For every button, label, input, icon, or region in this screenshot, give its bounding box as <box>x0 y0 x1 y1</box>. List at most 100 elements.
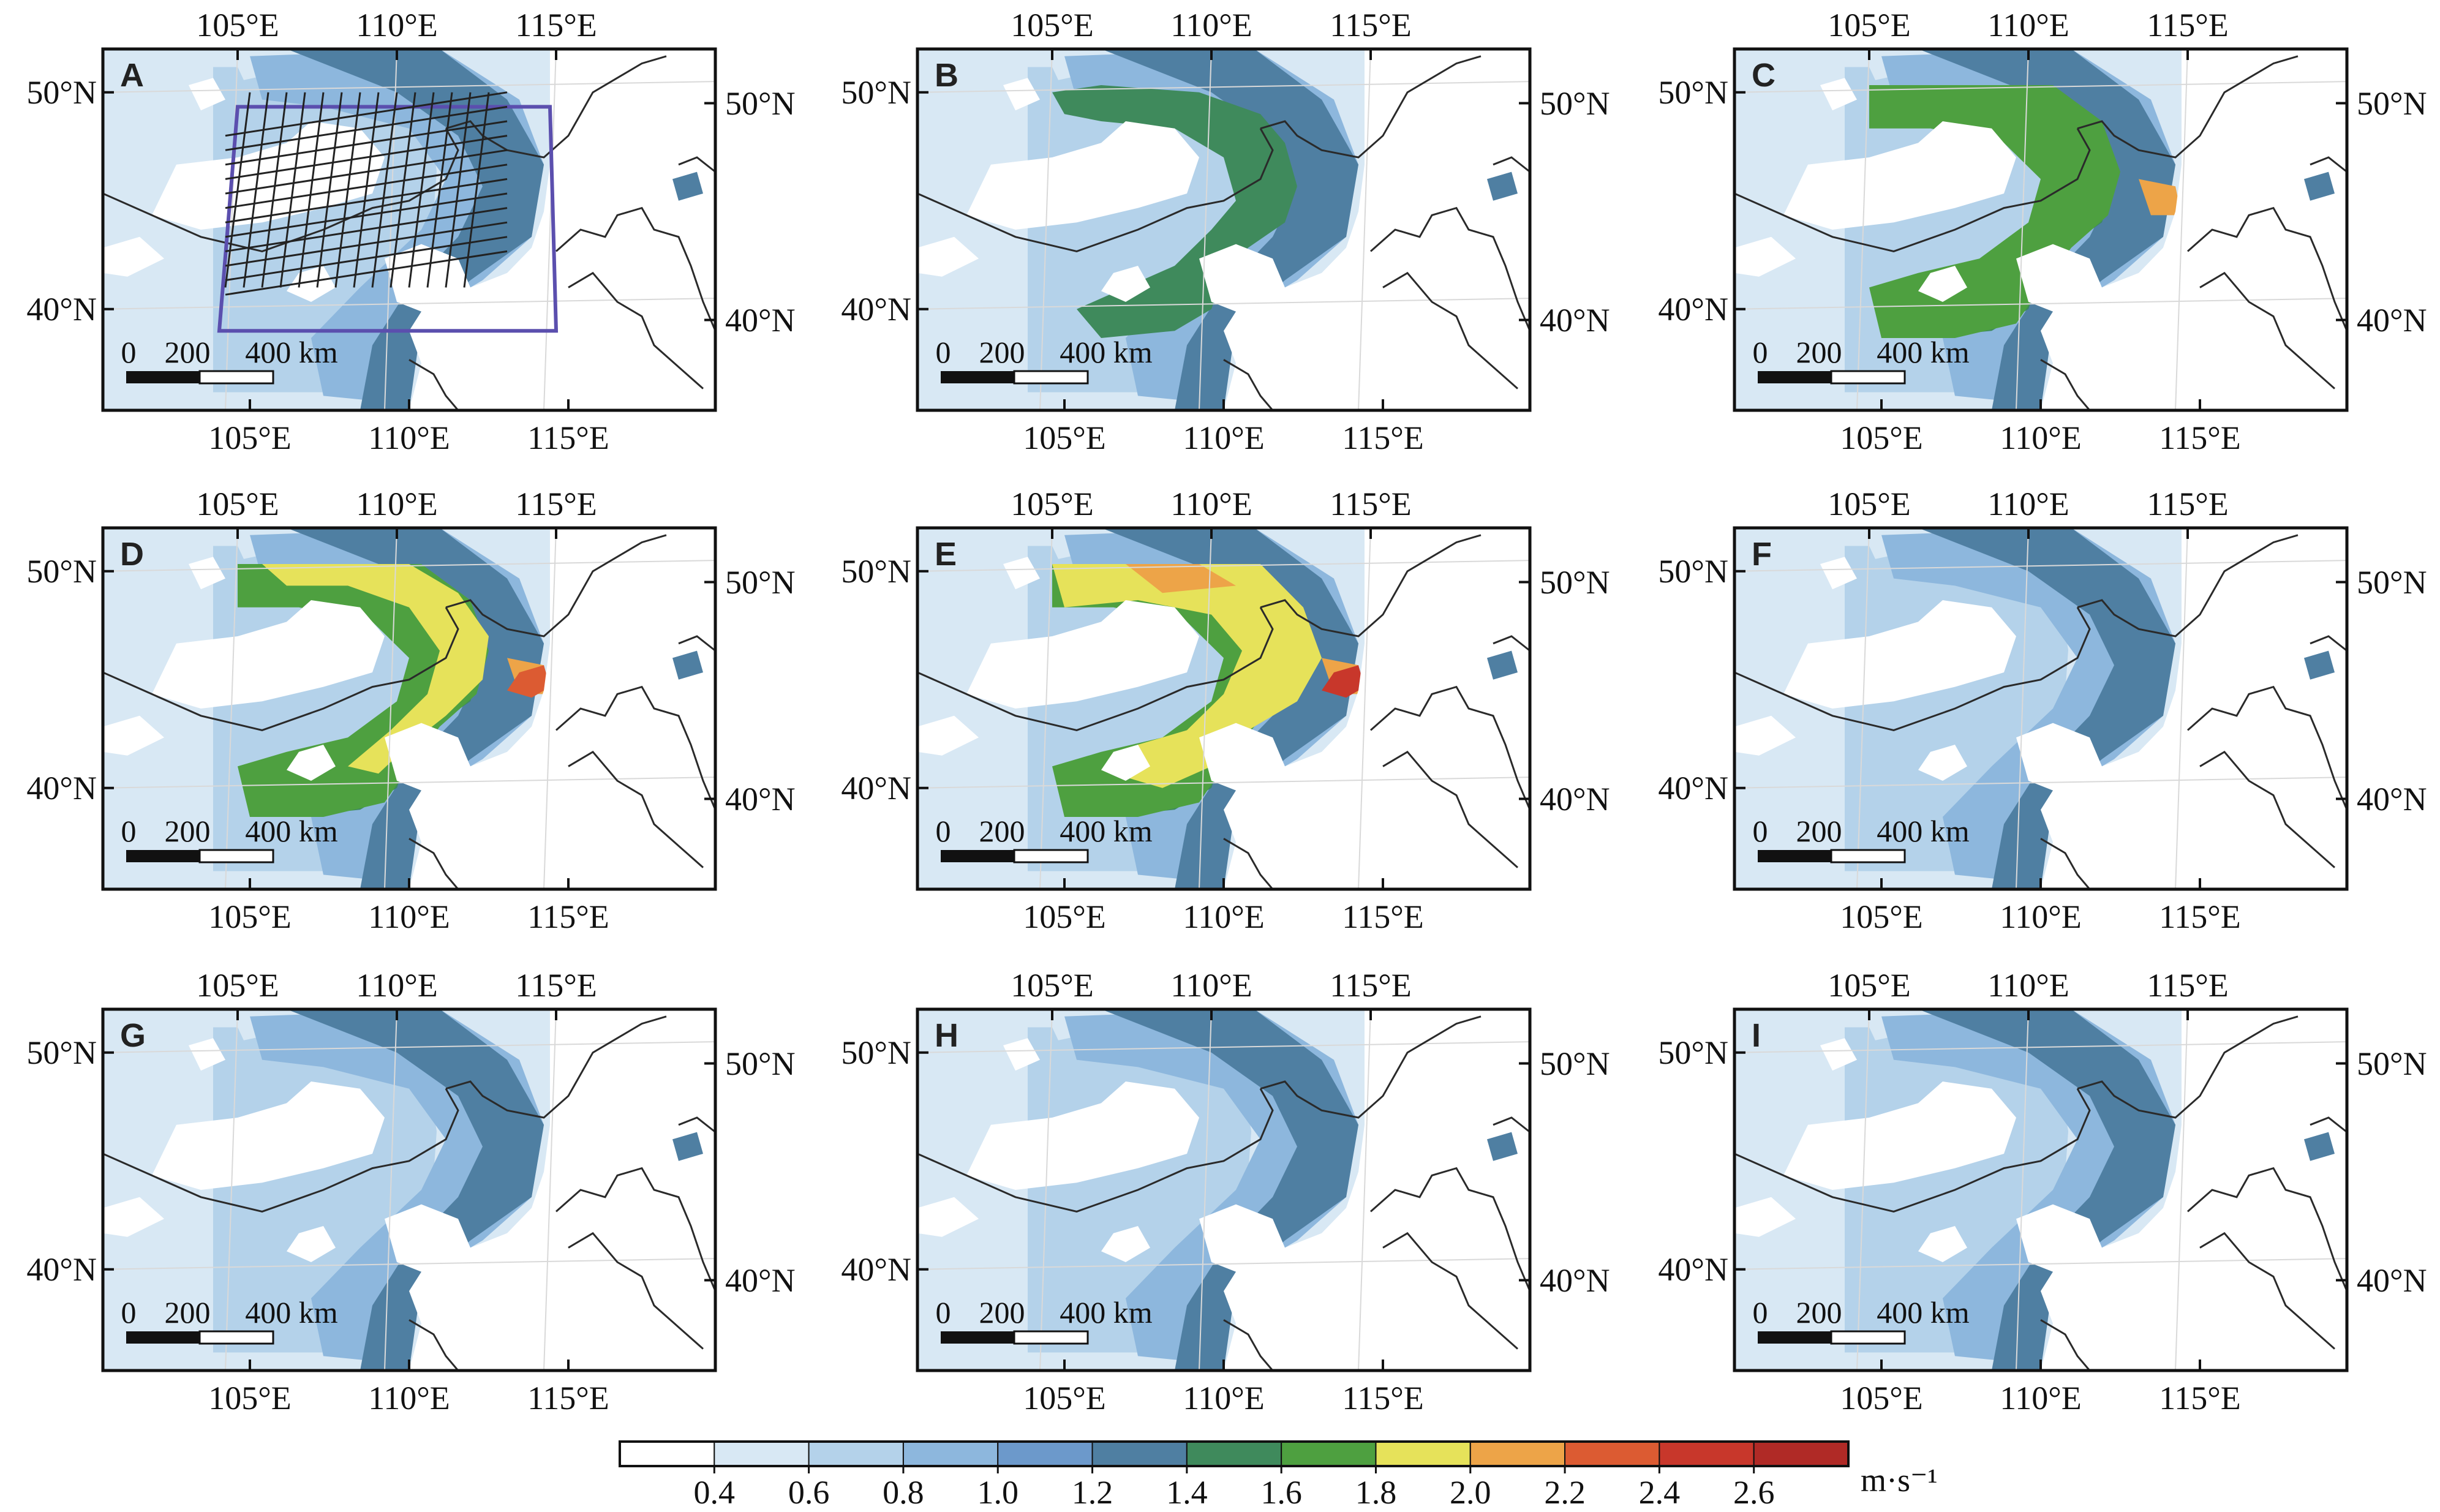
graticule-meridian <box>2175 528 2188 889</box>
map-field <box>103 49 715 410</box>
field-contour-1.8 <box>262 564 489 774</box>
graticule-meridian <box>543 1009 557 1371</box>
field-contour-0.4 <box>103 236 164 277</box>
graticule-meridian <box>1039 528 1053 889</box>
lat-label-left: 40°N <box>1658 769 1728 807</box>
field-blank-east <box>409 528 715 889</box>
field-contour-0.4 <box>1820 1038 1857 1071</box>
lon-label-bottom: 115°E <box>527 419 609 456</box>
lat-label-left: 50°N <box>841 552 911 590</box>
field-contour-0.4 <box>1003 557 1040 590</box>
lat-label-right: 40°N <box>725 1262 796 1299</box>
graticule-parallel <box>103 81 715 93</box>
border-line <box>917 128 1274 252</box>
scale-bar-black <box>126 1331 200 1344</box>
border-line <box>678 1116 715 1133</box>
hatch-line <box>225 221 508 267</box>
lat-label-left: 40°N <box>26 1251 97 1288</box>
lon-label-bottom: 115°E <box>2159 419 2241 456</box>
scale-bar-white <box>1013 1330 1089 1345</box>
border-line <box>2310 1116 2347 1133</box>
field-contour-0.4 <box>103 1197 164 1237</box>
lat-label-right: 50°N <box>1540 1045 1610 1082</box>
field-contour-0.4 <box>1003 1038 1040 1071</box>
border-line <box>2040 838 2091 889</box>
border-line <box>1370 206 1530 331</box>
lon-label-top: 105°E <box>1011 967 1094 1004</box>
field-contour-2.0 <box>2139 179 2182 216</box>
border-line <box>555 1167 715 1292</box>
lat-label-right: 50°N <box>725 1045 796 1082</box>
lat-label-left: 50°N <box>1658 1034 1728 1071</box>
scale-bar-black <box>941 371 1014 383</box>
graticule-meridian <box>2175 1009 2188 1371</box>
lat-label-right: 40°N <box>725 780 796 818</box>
lon-label-bottom: 105°E <box>1840 898 1923 935</box>
scale-label-400: 400 km <box>245 814 338 848</box>
graticule-parallel <box>1734 1041 2347 1053</box>
hatch-line <box>408 92 435 288</box>
border-line <box>1493 1116 1530 1133</box>
scale-bar-white <box>1013 370 1089 385</box>
scale-bar-black <box>1758 850 1831 862</box>
colorbar-tick-label: 1.4 <box>1166 1474 1208 1511</box>
colorbar-unit: m·s⁻¹ <box>1861 1462 1938 1499</box>
scale-bar-white <box>198 1330 274 1345</box>
scale-label-400: 400 km <box>1877 814 1970 848</box>
lon-label-top: 115°E <box>1330 486 1412 522</box>
graticule-parallel <box>917 560 1530 572</box>
border-line <box>2077 55 2299 159</box>
field-blank-east <box>2041 49 2347 410</box>
lon-label-bottom: 105°E <box>1840 1380 1923 1416</box>
hatch-line <box>225 120 508 166</box>
colorbar-bin <box>1659 1441 1755 1467</box>
field-contour-1.2 <box>287 1009 544 1371</box>
lon-label-top: 105°E <box>1828 486 1911 522</box>
border-line <box>2310 635 2347 652</box>
border-line <box>409 359 459 410</box>
colorbar-bin <box>1281 1441 1377 1467</box>
graticule-parallel <box>917 777 1530 789</box>
scale-label-200: 200 <box>979 1295 1025 1330</box>
field-contour-0.4 <box>287 745 336 781</box>
colorbar-bin <box>808 1441 904 1467</box>
lon-label-top: 105°E <box>1011 486 1094 522</box>
panel-label: E <box>935 536 957 573</box>
graticule-meridian <box>2016 49 2029 410</box>
lon-label-bottom: 110°E <box>1183 419 1265 456</box>
scale-label-400: 400 km <box>1060 1295 1153 1330</box>
lon-label-top: 110°E <box>1987 967 2069 1004</box>
field-contour-1.2 <box>1918 49 2175 410</box>
hatch-line <box>243 92 269 288</box>
map-panel-i <box>1733 1007 2349 1372</box>
graticule-meridian <box>1199 528 1212 889</box>
colorbar-tick-label: 2.0 <box>1450 1474 1491 1511</box>
field-contour-0.4 <box>1783 600 2016 709</box>
colorbar-frame <box>619 1440 1850 1467</box>
field-contour-0.4 <box>1734 1197 1796 1237</box>
lon-label-top: 105°E <box>1828 7 1911 43</box>
lat-label-right: 50°N <box>725 85 796 122</box>
graticule-parallel <box>103 1041 715 1053</box>
colorbar-tick-label: 2.4 <box>1638 1474 1681 1511</box>
lon-label-top: 110°E <box>356 486 438 522</box>
scale-label-0: 0 <box>121 1295 137 1330</box>
lat-label-right: 40°N <box>1540 301 1610 339</box>
map-panel-d <box>101 526 717 891</box>
field-blank-east <box>409 49 715 410</box>
lon-label-bottom: 105°E <box>208 419 292 456</box>
map-field <box>1734 1009 2347 1371</box>
graticule-parallel <box>103 560 715 572</box>
lat-label-left: 50°N <box>26 73 97 111</box>
field-contour-0.4 <box>917 1197 979 1237</box>
lon-label-top: 115°E <box>2147 967 2229 1004</box>
map-field <box>103 528 715 889</box>
colorbar-bin <box>997 1441 1093 1467</box>
graticule-meridian <box>2016 528 2029 889</box>
border-line <box>2310 156 2347 173</box>
field-contour-0.4 <box>1101 1226 1150 1262</box>
graticule-parallel <box>1734 81 2347 93</box>
field-contour-0.4 <box>1003 78 1040 111</box>
hatch-line <box>353 92 380 288</box>
field-blank-east <box>1224 1009 1530 1371</box>
